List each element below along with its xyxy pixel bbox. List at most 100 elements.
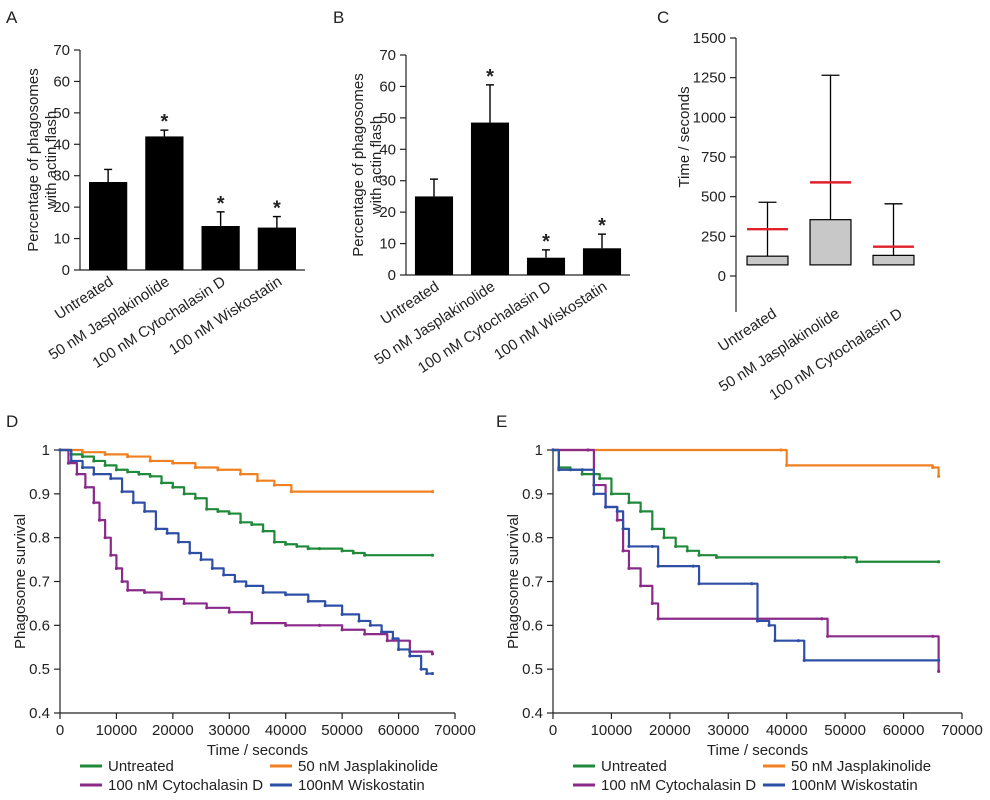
series-point bbox=[551, 448, 555, 452]
series-point bbox=[340, 612, 344, 616]
series-point bbox=[937, 669, 941, 673]
x-axis-label: Time / seconds bbox=[707, 742, 808, 759]
series-point bbox=[317, 623, 322, 627]
series-point bbox=[250, 522, 254, 527]
series-point bbox=[103, 536, 107, 540]
box bbox=[746, 255, 789, 266]
y-axis-label: Phagosome survival bbox=[12, 514, 29, 649]
series-point bbox=[363, 553, 367, 557]
series-point bbox=[931, 634, 935, 638]
y-axis-label-line: Time / seconds bbox=[676, 86, 693, 187]
y-tick-label: 30 bbox=[379, 173, 396, 190]
series-point bbox=[114, 468, 119, 472]
series-point bbox=[148, 459, 152, 463]
significance-star: * bbox=[598, 215, 606, 237]
series-point bbox=[216, 468, 220, 472]
x-tick-label: 40000 bbox=[766, 722, 808, 739]
legend-label: 50 nM Jasplakinolide bbox=[791, 758, 931, 775]
y-axis-label-line: Percentage of phagosomes bbox=[25, 68, 42, 251]
y-tick-label: 30 bbox=[53, 168, 70, 185]
series-point bbox=[650, 601, 654, 606]
series-point bbox=[598, 476, 602, 481]
series-point bbox=[154, 527, 158, 531]
series-point bbox=[126, 588, 130, 592]
x-tick-label: 10000 bbox=[96, 722, 138, 739]
series-point bbox=[685, 549, 689, 553]
series-point bbox=[855, 560, 859, 564]
x-tick-label: 70000 bbox=[941, 722, 983, 739]
series-point bbox=[627, 501, 631, 505]
series-point bbox=[261, 590, 265, 595]
series-point bbox=[80, 465, 85, 470]
significance-star: * bbox=[273, 198, 281, 220]
y-tick-label: 0 bbox=[62, 262, 70, 279]
series-point bbox=[580, 472, 584, 476]
series-point bbox=[796, 639, 801, 643]
series-point bbox=[430, 553, 435, 557]
series-point bbox=[238, 520, 243, 524]
y-tick-label: 50 bbox=[53, 105, 70, 122]
series-point bbox=[627, 544, 631, 549]
series-point bbox=[159, 597, 164, 601]
series-point bbox=[656, 564, 660, 568]
series-point bbox=[103, 463, 107, 467]
series-point bbox=[109, 553, 113, 557]
panel-letter: B bbox=[333, 8, 344, 27]
series-point bbox=[238, 472, 243, 476]
legend-label: 50 nM Jasplakinolide bbox=[298, 758, 438, 775]
series-point bbox=[188, 551, 192, 555]
x-tick-label: 30000 bbox=[707, 722, 749, 739]
series-point bbox=[272, 540, 277, 544]
bar bbox=[414, 196, 454, 275]
series-point bbox=[419, 667, 423, 671]
series-point bbox=[80, 450, 85, 454]
panel-letter: D bbox=[6, 412, 18, 431]
series-point bbox=[210, 566, 214, 570]
series-point bbox=[171, 461, 175, 465]
series-point bbox=[937, 658, 941, 663]
series-point bbox=[272, 483, 277, 487]
series-point bbox=[697, 582, 701, 586]
series-point bbox=[148, 474, 152, 478]
series-line bbox=[553, 448, 940, 672]
series-point bbox=[615, 509, 619, 513]
series-point bbox=[937, 474, 941, 478]
series-line bbox=[60, 448, 433, 675]
series-point bbox=[143, 509, 147, 513]
legend-label: 100nM Wiskostatin bbox=[298, 777, 425, 794]
bar bbox=[89, 182, 128, 270]
series-point bbox=[592, 492, 596, 496]
series-point bbox=[193, 465, 198, 470]
box bbox=[872, 254, 915, 266]
series-point bbox=[557, 468, 561, 472]
legend-label: Untreated bbox=[601, 758, 667, 775]
series-point bbox=[159, 481, 164, 485]
y-axis-label-line: Percentage of phagosomes bbox=[350, 73, 367, 256]
series-point bbox=[662, 536, 666, 540]
y-tick-label: 60 bbox=[379, 78, 396, 95]
x-tick-label: 50000 bbox=[321, 722, 363, 739]
x-tick-label: 50000 bbox=[824, 722, 866, 739]
series-point bbox=[430, 490, 435, 494]
series-point bbox=[137, 472, 141, 476]
series-point bbox=[284, 623, 288, 627]
panel-letter: C bbox=[657, 8, 669, 27]
series-point bbox=[368, 623, 372, 627]
series-point bbox=[199, 557, 203, 562]
legend-label: 100nM Wiskostatin bbox=[791, 777, 918, 794]
series-point bbox=[284, 593, 288, 597]
series-point bbox=[802, 658, 806, 663]
significance-star: * bbox=[160, 111, 168, 133]
legend-label: 100 nM Cytochalasin D bbox=[108, 777, 263, 794]
series-point bbox=[306, 599, 310, 603]
series-point bbox=[103, 452, 107, 456]
series-point bbox=[317, 547, 322, 551]
y-tick-label: 20 bbox=[53, 199, 70, 216]
y-tick-label: 0.7 bbox=[522, 574, 543, 591]
y-tick-label: 500 bbox=[701, 189, 726, 206]
series-point bbox=[656, 617, 660, 621]
y-tick-label: 0.8 bbox=[29, 530, 50, 547]
x-tick-label: 70000 bbox=[434, 722, 476, 739]
panel-letter: A bbox=[6, 8, 18, 27]
series-point bbox=[820, 617, 824, 621]
